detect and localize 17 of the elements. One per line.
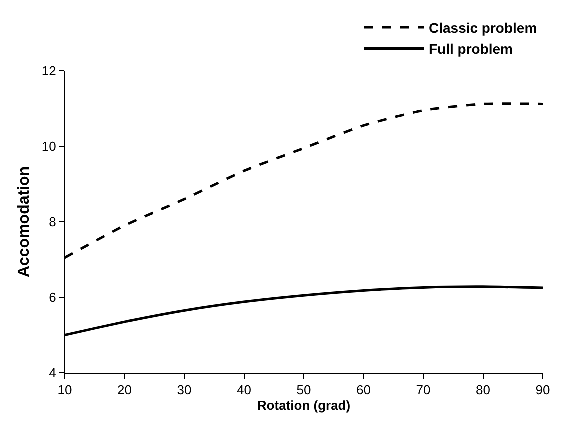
x-tick-label: 50	[296, 382, 312, 398]
y-tick-label: 10	[42, 139, 56, 154]
x-tick-label: 40	[237, 382, 252, 398]
x-tick-label: 60	[356, 382, 371, 398]
x-tick-label: 20	[118, 382, 132, 398]
x-tick-label: 30	[177, 382, 192, 398]
y-axis-title: Accomodation	[16, 166, 33, 278]
x-tick-label: 70	[416, 382, 431, 398]
y-tick-label: 12	[42, 64, 56, 79]
legend-label: Classic problem	[429, 20, 538, 36]
y-tick-label: 6	[49, 290, 56, 306]
y-tick-label: 4	[49, 366, 56, 381]
y-tick-label: 8	[49, 214, 56, 230]
legend-label: Full problem	[429, 41, 513, 58]
x-axis-title: Rotation (grad)	[257, 398, 351, 414]
x-tick-label: 90	[536, 382, 550, 398]
x-tick-label: 80	[476, 382, 490, 398]
